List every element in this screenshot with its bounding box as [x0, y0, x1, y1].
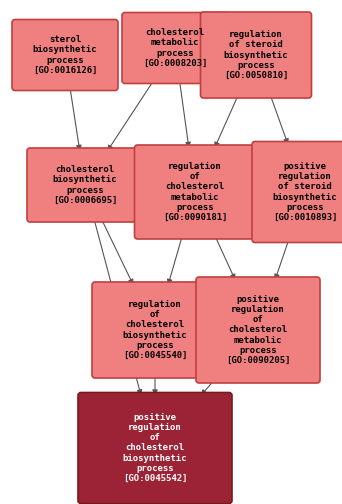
- FancyBboxPatch shape: [196, 277, 320, 383]
- FancyBboxPatch shape: [252, 142, 342, 242]
- FancyBboxPatch shape: [134, 145, 255, 239]
- Text: sterol
biosynthetic
process
[GO:0016126]: sterol biosynthetic process [GO:0016126]: [33, 35, 97, 75]
- FancyBboxPatch shape: [122, 13, 228, 84]
- Text: cholesterol
metabolic
process
[GO:0008203]: cholesterol metabolic process [GO:000820…: [143, 28, 207, 68]
- Text: positive
regulation
of
cholesterol
biosynthetic
process
[GO:0045542]: positive regulation of cholesterol biosy…: [123, 413, 187, 483]
- FancyBboxPatch shape: [27, 148, 143, 222]
- Text: positive
regulation
of
cholesterol
metabolic
process
[GO:0090205]: positive regulation of cholesterol metab…: [226, 295, 290, 365]
- Text: positive
regulation
of steroid
biosynthetic
process
[GO:0010893]: positive regulation of steroid biosynthe…: [273, 162, 337, 222]
- Text: cholesterol
biosynthetic
process
[GO:0006695]: cholesterol biosynthetic process [GO:000…: [53, 165, 117, 205]
- FancyBboxPatch shape: [92, 282, 218, 378]
- Text: regulation
of
cholesterol
biosynthetic
process
[GO:0045540]: regulation of cholesterol biosynthetic p…: [123, 300, 187, 360]
- Text: regulation
of steroid
biosynthetic
process
[GO:0050810]: regulation of steroid biosynthetic proce…: [224, 30, 288, 80]
- FancyBboxPatch shape: [78, 393, 232, 503]
- FancyBboxPatch shape: [12, 20, 118, 91]
- Text: regulation
of
cholesterol
metabolic
process
[GO:0090181]: regulation of cholesterol metabolic proc…: [163, 162, 227, 222]
- FancyBboxPatch shape: [200, 12, 312, 98]
